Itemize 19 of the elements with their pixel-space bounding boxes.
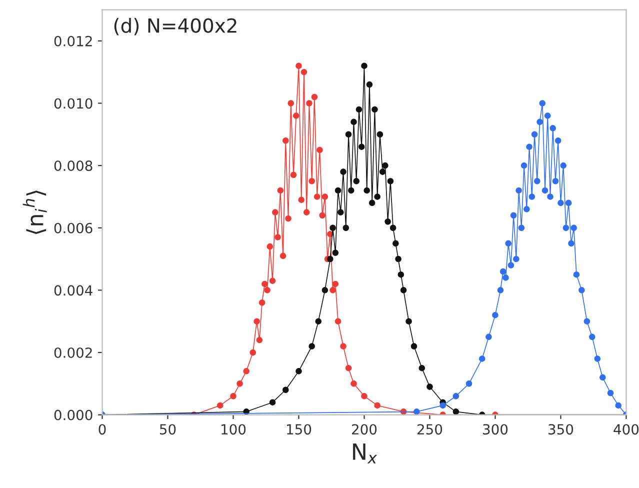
x-tick-label: 250 [417,424,442,435]
y-tick-label: 0.002 [54,347,92,358]
y-tick-label: 0.008 [54,160,92,172]
x-axis-title: N$_{x}$ [353,443,378,464]
y-tick-label: 0.004 [54,285,92,296]
y-axis-title: ⟨n$_{i}$$^{h}$⟩ [22,190,47,234]
x-tick-label: 350 [548,424,574,435]
y-tick-label: 0.012 [54,36,92,46]
x-tick-label: 200 [352,424,377,435]
x-tick-label: 50 [160,424,176,435]
y-tick-label: 0.006 [54,222,92,234]
x-tick-label: 0 [98,424,106,435]
y-tick-label: 0.010 [54,98,92,109]
x-tick-label: 150 [287,424,312,435]
x-tick-label: 100 [222,424,246,435]
x-tick-label: 300 [483,424,508,435]
x-tick-label: 400 [614,424,639,435]
y-tick-label: 0.000 [54,410,92,420]
annotation: (d) N=400x2 [114,18,236,36]
